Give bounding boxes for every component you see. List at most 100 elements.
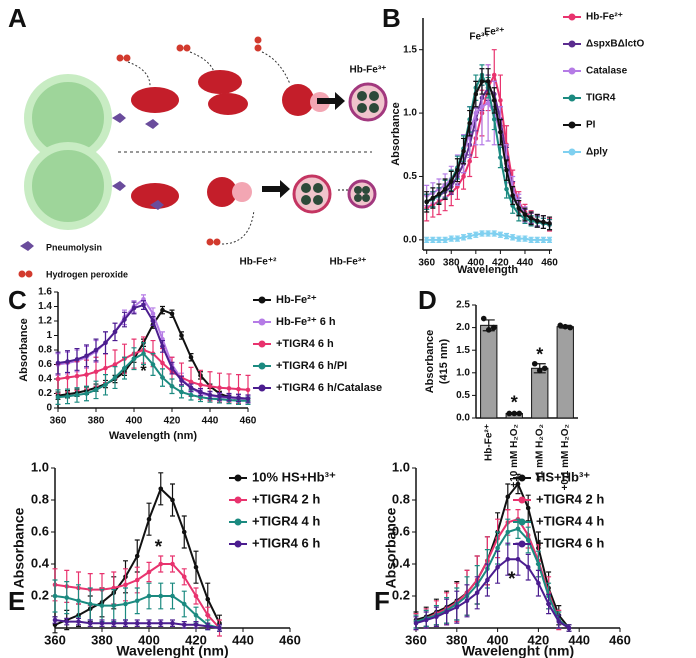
data-point xyxy=(436,237,442,243)
data-point xyxy=(536,561,541,567)
data-point xyxy=(160,375,165,380)
series-line xyxy=(415,527,570,629)
red-blood-cell xyxy=(207,177,237,207)
y-tick-label: 1 xyxy=(46,330,52,341)
data-point xyxy=(566,625,572,631)
hemoglobin-complex xyxy=(347,179,377,209)
legend-marker xyxy=(568,13,576,21)
annotation: * xyxy=(140,363,147,380)
red-blood-cell xyxy=(131,87,179,113)
data-point xyxy=(169,311,175,317)
data-point xyxy=(424,237,429,243)
data-point xyxy=(491,72,497,78)
data-point xyxy=(474,590,480,596)
data-point xyxy=(84,391,89,396)
x-tick-label: 400 xyxy=(126,416,143,427)
data-point xyxy=(442,237,448,243)
data-point xyxy=(522,236,528,241)
product-label: Hb-Fe⁺² xyxy=(240,257,278,268)
data-point xyxy=(146,569,152,575)
data-point xyxy=(134,598,140,604)
legend-label: ΔspxBΔlctO xyxy=(586,39,644,50)
arrow xyxy=(262,180,290,198)
x-tick-label: 420 xyxy=(164,416,181,427)
data-point xyxy=(160,307,165,313)
data-point xyxy=(158,620,164,626)
data-point xyxy=(461,174,466,179)
x-tick-label: +1 mM H₂O₂ xyxy=(534,424,545,482)
data-point xyxy=(461,235,466,240)
x-tick-label: 400 xyxy=(487,632,509,647)
data-point xyxy=(525,537,531,543)
x-tick-label: 400 xyxy=(138,632,160,647)
y-tick-label: 2.0 xyxy=(456,322,470,333)
annotation: * xyxy=(155,537,163,558)
data-point xyxy=(150,318,156,324)
data-point xyxy=(158,593,164,599)
legend-marker xyxy=(568,67,576,75)
data-point xyxy=(467,158,472,164)
data-point xyxy=(141,302,146,308)
data-point xyxy=(491,98,497,103)
data-point xyxy=(188,379,194,385)
data-point xyxy=(64,619,70,624)
data-point xyxy=(131,356,137,362)
legend-label: +TIGR4 2 h xyxy=(536,491,604,506)
data-point xyxy=(87,601,93,607)
data-point xyxy=(528,216,534,221)
data-point xyxy=(525,564,531,570)
y-tick-label: 0.8 xyxy=(38,345,52,356)
legend-marker xyxy=(258,362,266,370)
replicate-point xyxy=(531,360,538,367)
legend-label: +TIGR4 6 h/Catalase xyxy=(276,382,382,394)
legend-marker xyxy=(568,40,576,48)
product-label: Hb-Fe³⁺ xyxy=(350,65,387,76)
data-point xyxy=(103,365,108,371)
data-point xyxy=(515,556,521,562)
data-point xyxy=(510,235,515,240)
x-axis-label: Wavelength (nm) xyxy=(109,430,198,442)
legend-label: Hb-Fe²⁺ xyxy=(586,12,623,23)
data-point xyxy=(498,155,503,160)
y-axis-label: Absorbance xyxy=(424,330,436,394)
data-point xyxy=(534,218,540,224)
data-point xyxy=(76,619,81,624)
data-point xyxy=(556,619,562,624)
legend-label: Catalase xyxy=(586,66,628,77)
legend-label: +TIGR4 6 h/PI xyxy=(276,360,347,372)
annotation: Fe³⁺ xyxy=(469,32,489,43)
x-tick-label: 440 xyxy=(232,632,254,647)
data-point xyxy=(193,564,199,570)
y-tick-label: 0.0 xyxy=(456,413,470,424)
data-point xyxy=(495,564,500,570)
data-point xyxy=(504,186,509,192)
data-point xyxy=(158,561,164,567)
data-point xyxy=(516,236,522,241)
data-point xyxy=(188,392,194,398)
data-point xyxy=(103,340,108,346)
legend-marker xyxy=(258,340,266,348)
data-point xyxy=(93,369,99,375)
y-tick-label: 1.2 xyxy=(38,316,52,327)
bacterium xyxy=(24,142,112,230)
y-tick-label: 0.6 xyxy=(392,523,410,538)
data-point xyxy=(236,395,241,401)
data-point xyxy=(245,387,251,393)
data-point xyxy=(505,529,511,535)
data-point xyxy=(217,394,222,399)
x-tick-label: 420 xyxy=(492,258,509,269)
x-tick-label: +10 mM H₂O₂ xyxy=(509,424,520,488)
data-point xyxy=(207,392,213,398)
legend-label: Pneumolysin xyxy=(46,242,102,252)
data-point xyxy=(193,593,199,599)
data-point xyxy=(413,620,419,626)
data-point xyxy=(479,104,485,110)
data-point xyxy=(479,79,485,84)
legend-marker xyxy=(518,518,526,526)
data-point xyxy=(498,98,503,103)
legend-label: +TIGR4 6 h xyxy=(252,535,320,550)
y-tick-label: 0.4 xyxy=(392,555,411,570)
legend-label: +TIGR4 6 h xyxy=(536,535,604,550)
data-point xyxy=(510,193,515,198)
